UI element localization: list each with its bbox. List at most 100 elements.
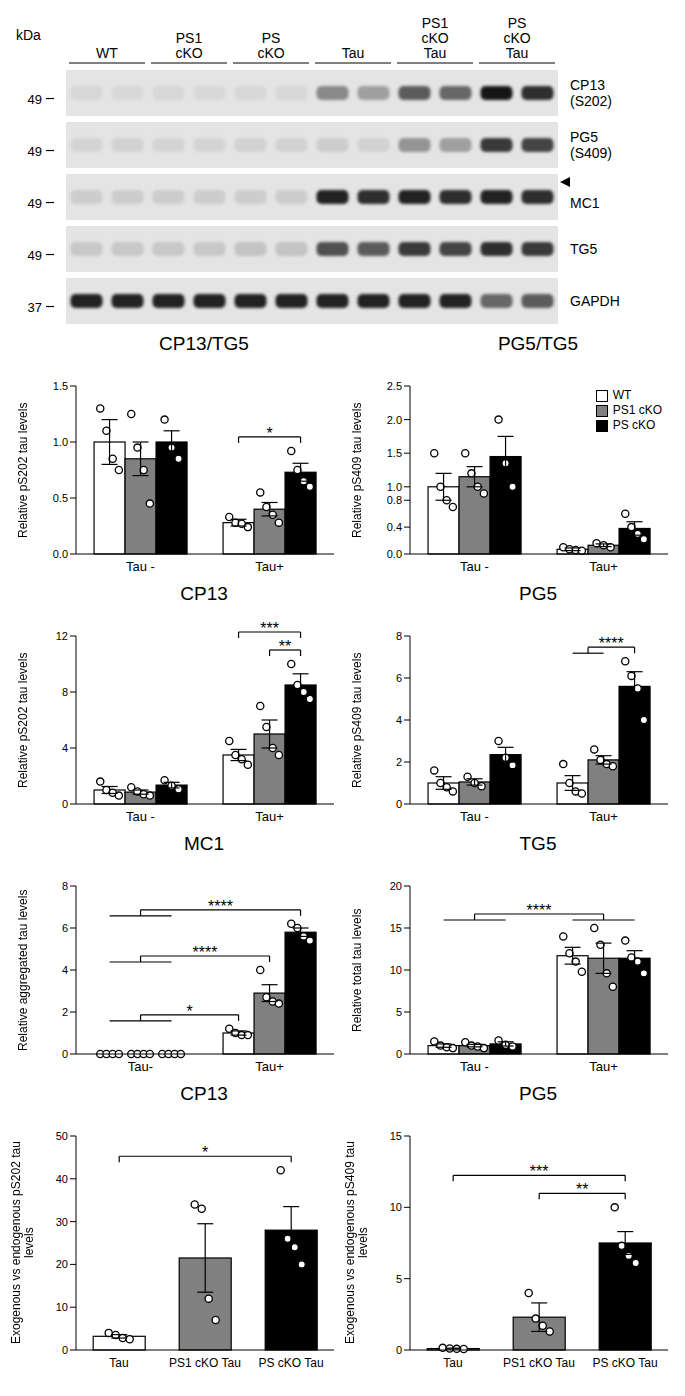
svg-text:6: 6	[396, 672, 402, 684]
svg-text:1.5: 1.5	[53, 380, 68, 392]
html-text:CP13: CP13	[180, 583, 228, 604]
svg-text:0.0: 0.0	[387, 548, 402, 560]
svg-text:WT: WT	[96, 45, 118, 61]
svg-text:0: 0	[396, 1048, 402, 1060]
svg-text:**: **	[576, 1181, 588, 1198]
svg-text:PS1 cKO Tau: PS1 cKO Tau	[503, 1356, 575, 1370]
html-text:PG5: PG5	[519, 583, 557, 604]
svg-text:5: 5	[396, 1273, 402, 1285]
svg-text:49: 49	[28, 144, 42, 159]
svg-text:4: 4	[62, 964, 68, 976]
svg-text:8: 8	[396, 630, 402, 642]
svg-text:50: 50	[56, 1130, 68, 1142]
svg-text:15: 15	[390, 922, 402, 934]
html-text:Exogenous vs endogenous pS409: Exogenous vs endogenous pS409 tau levels	[343, 1141, 370, 1345]
svg-text:0.8: 0.8	[387, 494, 402, 506]
svg-text:Tau -: Tau -	[460, 1059, 489, 1074]
svg-text:****: ****	[599, 635, 624, 652]
svg-text:37: 37	[28, 300, 42, 315]
svg-text:****: ****	[208, 898, 233, 915]
svg-text:(S202): (S202)	[570, 93, 612, 109]
svg-text:***: ***	[530, 1163, 549, 1180]
svg-text:4: 4	[396, 714, 402, 726]
svg-text:Tau: Tau	[424, 45, 447, 61]
svg-text:2: 2	[62, 1006, 68, 1018]
svg-text:1.0: 1.0	[53, 436, 68, 448]
svg-text:2: 2	[396, 756, 402, 768]
svg-text:PS1 cKO Tau: PS1 cKO Tau	[169, 1356, 241, 1370]
svg-text:*: *	[186, 1003, 192, 1020]
svg-text:4: 4	[62, 742, 68, 754]
svg-text:MC1: MC1	[570, 195, 600, 211]
svg-text:cKO: cKO	[503, 30, 530, 46]
svg-text:*: *	[202, 1144, 208, 1161]
svg-text:Tau+: Tau+	[589, 809, 618, 824]
svg-text:GAPDH: GAPDH	[570, 293, 620, 309]
svg-text:Tau-: Tau-	[128, 1059, 153, 1074]
svg-text:0: 0	[62, 798, 68, 810]
svg-text:Tau+: Tau+	[589, 1059, 618, 1074]
svg-text:****: ****	[193, 944, 218, 961]
svg-text:kDa: kDa	[16, 27, 41, 43]
svg-text:49: 49	[28, 248, 42, 263]
svg-text:Tau -: Tau -	[460, 809, 489, 824]
svg-text:cKO: cKO	[175, 45, 202, 61]
svg-text:Tau+: Tau+	[255, 559, 284, 574]
svg-text:0.4: 0.4	[387, 521, 402, 533]
svg-text:8: 8	[62, 686, 68, 698]
svg-text:Tau: Tau	[109, 1356, 128, 1370]
svg-text:2.5: 2.5	[387, 380, 402, 392]
svg-text:PG5: PG5	[570, 129, 598, 145]
svg-text:10: 10	[56, 1301, 68, 1313]
svg-text:0.5: 0.5	[53, 492, 68, 504]
svg-text:12: 12	[56, 630, 68, 642]
svg-text:***: ***	[260, 620, 279, 637]
svg-text:0.0: 0.0	[53, 548, 68, 560]
svg-text:10: 10	[390, 964, 402, 976]
svg-text:5: 5	[396, 1006, 402, 1018]
svg-text:cKO: cKO	[257, 45, 284, 61]
svg-text:0: 0	[396, 1344, 402, 1356]
svg-text:PS1: PS1	[176, 30, 203, 46]
svg-text:Tau: Tau	[342, 45, 365, 61]
svg-text:Tau: Tau	[506, 45, 529, 61]
svg-text:10: 10	[390, 1201, 402, 1213]
svg-text:1.0: 1.0	[387, 481, 402, 493]
svg-text:*: *	[266, 425, 272, 442]
svg-text:CP13: CP13	[570, 77, 605, 93]
svg-text:cKO: cKO	[421, 30, 448, 46]
svg-text:2.0: 2.0	[387, 414, 402, 426]
svg-text:Tau -: Tau -	[126, 809, 155, 824]
svg-text:(S409): (S409)	[570, 145, 612, 161]
svg-text:****: ****	[527, 902, 552, 919]
svg-text:Tau+: Tau+	[589, 559, 618, 574]
svg-text:8: 8	[62, 880, 68, 892]
svg-text:**: **	[279, 638, 291, 655]
svg-text:20: 20	[390, 880, 402, 892]
svg-text:15: 15	[390, 1130, 402, 1142]
svg-text:Tau -: Tau -	[126, 559, 155, 574]
html-text:Exogenous vs endogenous pS202: Exogenous vs endogenous pS202 tau levels	[9, 1141, 36, 1345]
svg-text:PS cKO Tau: PS cKO Tau	[258, 1356, 323, 1370]
svg-text:Tau+: Tau+	[255, 809, 284, 824]
html-text:CP13/TG5: CP13/TG5	[159, 333, 249, 354]
svg-text:PS: PS	[508, 15, 527, 31]
svg-text:PS1: PS1	[422, 15, 449, 31]
svg-text:PS cKO Tau: PS cKO Tau	[592, 1356, 657, 1370]
svg-text:PS: PS	[262, 30, 281, 46]
svg-text:Tau+: Tau+	[255, 1059, 284, 1074]
svg-text:6: 6	[62, 922, 68, 934]
svg-text:0: 0	[396, 798, 402, 810]
svg-text:1.5: 1.5	[387, 447, 402, 459]
svg-text:Tau -: Tau -	[460, 559, 489, 574]
svg-text:20: 20	[56, 1258, 68, 1270]
svg-text:TG5: TG5	[570, 241, 597, 257]
svg-text:30: 30	[56, 1216, 68, 1228]
svg-text:49: 49	[28, 196, 42, 211]
svg-text:Tau: Tau	[443, 1356, 462, 1370]
svg-text:49: 49	[28, 92, 42, 107]
svg-text:0: 0	[62, 1344, 68, 1356]
svg-text:40: 40	[56, 1173, 68, 1185]
html-text:PG5/TG5: PG5/TG5	[497, 333, 579, 354]
svg-text:0: 0	[62, 1048, 68, 1060]
